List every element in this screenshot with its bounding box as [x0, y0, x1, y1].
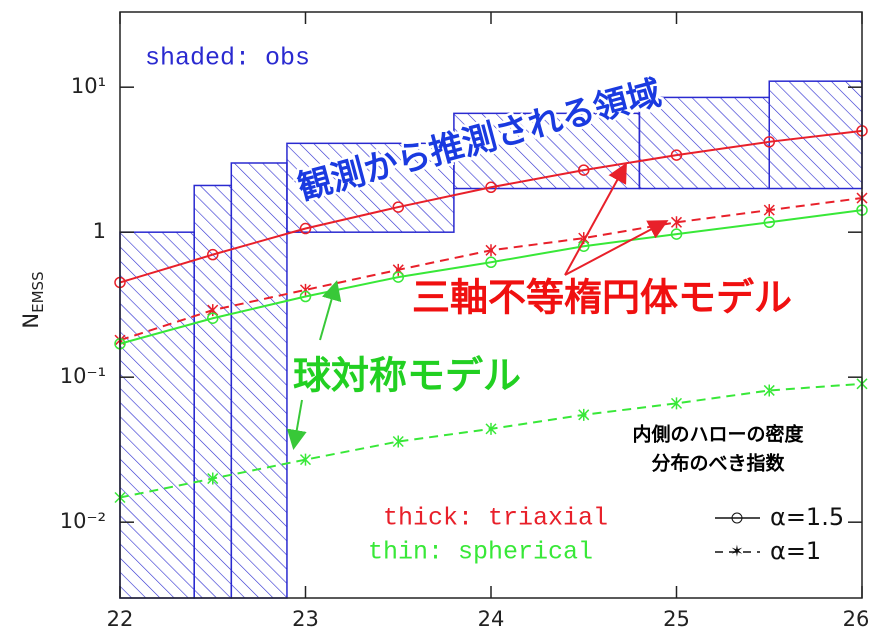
chart: 22 23 24 25 26 10¹ 1 10⁻¹ 10⁻² NEMSS shaded: obs… [0, 0, 876, 636]
obs-bin [120, 232, 194, 598]
x-tick-label: 22 [107, 607, 134, 631]
legend-text: thin: spherical [368, 538, 593, 567]
obs-bin [769, 81, 862, 188]
legend-text: α=1.5 [770, 503, 844, 531]
legend-marker: ✶ [730, 542, 743, 561]
y-axis-label: NEMSS [19, 271, 47, 328]
annotation: 分布のべき指数 [651, 452, 785, 475]
legend-text: thick: triaxial [383, 504, 608, 533]
arrow [294, 400, 302, 446]
obs-bin [231, 163, 287, 598]
x-tick-label: 26 [843, 607, 870, 631]
y-tick-label: 10⁻¹ [60, 364, 106, 388]
annotation: 球対称モデル [293, 354, 521, 398]
annotation: 内側のハローの密度 [632, 423, 804, 446]
y-label-sub: EMSS [29, 271, 47, 312]
y-tick-label: 1 [93, 219, 106, 243]
obs-label: shaded: obs [145, 44, 310, 73]
y-tick-label: 10⁻² [60, 509, 106, 533]
y-label: N [19, 313, 43, 329]
x-tick-label: 23 [292, 607, 319, 631]
x-tick-label: 25 [663, 607, 690, 631]
annotation: 三軸不等楕円体モデル [412, 276, 792, 320]
legend-symbols: ✶ [715, 513, 760, 561]
obs-bin [194, 185, 231, 598]
legend-text: α=1 [770, 537, 821, 565]
x-tick-label: 24 [478, 607, 505, 631]
y-tick-label: 10¹ [71, 74, 106, 98]
